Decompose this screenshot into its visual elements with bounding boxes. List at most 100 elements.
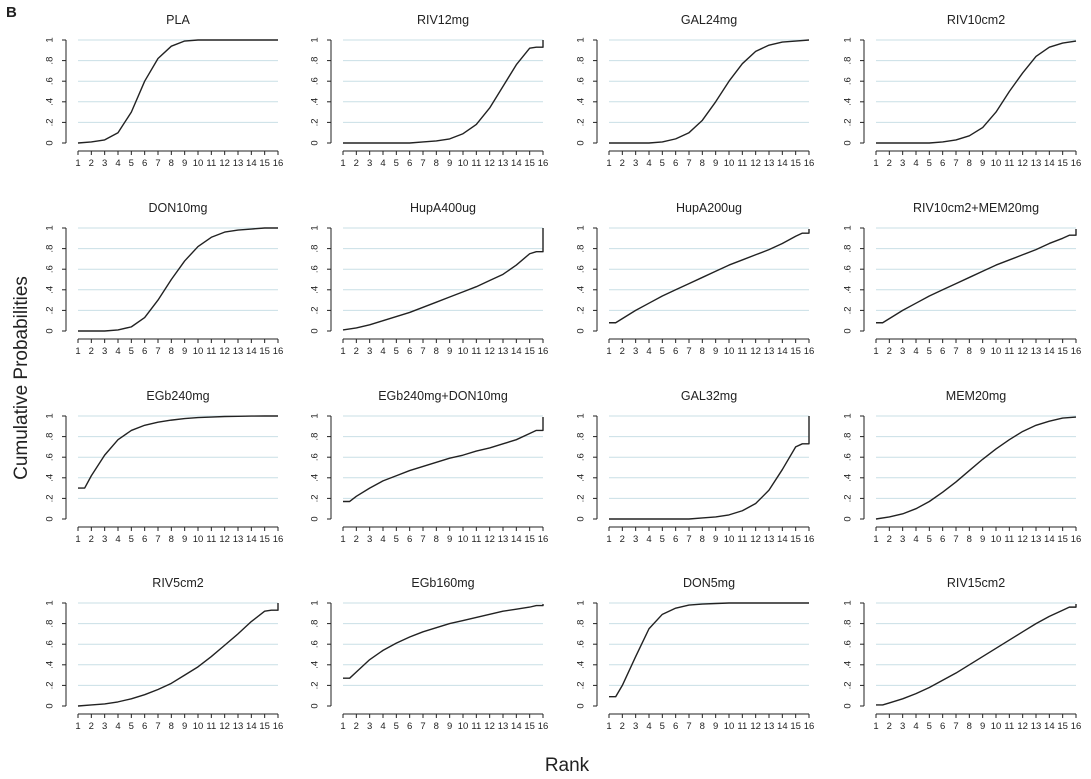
y-tick-label: 0	[576, 140, 587, 145]
y-tick-label: 1	[843, 37, 854, 42]
x-tick-label: 5	[394, 346, 399, 357]
y-tick-label: .4	[576, 98, 587, 106]
x-tick-label: 9	[980, 346, 985, 357]
y-tick-label: .6	[576, 77, 587, 85]
y-tick-label: 0	[310, 328, 321, 333]
x-tick-label: 10	[991, 534, 1002, 545]
x-tick-label: 1	[873, 158, 878, 169]
y-tick-label: .2	[45, 494, 56, 502]
panel-title: GAL32mg	[681, 389, 737, 403]
x-tick-label: 4	[380, 534, 385, 545]
x-tick-label: 7	[686, 721, 691, 732]
x-tick-label: 7	[420, 158, 425, 169]
x-tick-label: 1	[75, 721, 80, 732]
x-tick-label: 13	[764, 534, 775, 545]
x-tick-label: 14	[246, 158, 257, 169]
x-tick-label: 13	[233, 721, 244, 732]
y-tick-label: .2	[310, 306, 321, 314]
x-tick-label: 11	[471, 534, 481, 545]
x-tick-label: 8	[967, 158, 972, 169]
x-tick-label: 3	[367, 346, 372, 357]
y-tick-label: .4	[843, 286, 854, 294]
x-tick-label: 13	[1031, 346, 1042, 357]
x-tick-label: 6	[673, 534, 678, 545]
x-tick-label: 12	[219, 721, 230, 732]
x-tick-label: 5	[394, 721, 399, 732]
x-tick-label: 15	[790, 158, 801, 169]
x-tick-label: 10	[193, 346, 204, 357]
x-tick-label: 9	[447, 534, 452, 545]
y-tick-label: .8	[576, 245, 587, 253]
x-tick-label: 2	[89, 346, 94, 357]
y-tick-label: .8	[310, 245, 321, 253]
y-tick-label: 1	[45, 225, 56, 230]
y-tick-label: .6	[45, 640, 56, 648]
x-tick-label: 1	[75, 534, 80, 545]
x-tick-label: 14	[1044, 721, 1055, 732]
x-tick-label: 11	[471, 721, 481, 732]
x-tick-label: 2	[620, 534, 625, 545]
x-tick-label: 9	[182, 534, 187, 545]
x-tick-label: 10	[458, 158, 469, 169]
x-tick-label: 6	[407, 346, 412, 357]
x-tick-label: 7	[686, 534, 691, 545]
x-tick-label: 5	[927, 534, 932, 545]
y-tick-label: .6	[310, 265, 321, 273]
x-tick-label: 16	[1071, 534, 1082, 545]
x-tick-label: 13	[498, 721, 509, 732]
x-tick-label: 11	[737, 346, 747, 357]
x-tick-label: 1	[340, 346, 345, 357]
y-tick-label: 1	[576, 225, 587, 230]
x-tick-label: 16	[804, 721, 815, 732]
x-tick-label: 12	[1017, 158, 1028, 169]
x-tick-label: 4	[380, 346, 385, 357]
x-tick-label: 4	[646, 721, 651, 732]
series-line	[609, 229, 810, 324]
series-line	[78, 415, 278, 489]
x-tick-label: 13	[498, 158, 509, 169]
x-tick-label: 5	[927, 158, 932, 169]
x-tick-label: 14	[1044, 346, 1055, 357]
x-tick-label: 1	[606, 721, 611, 732]
x-tick-label: 8	[967, 534, 972, 545]
y-tick-label: 1	[310, 37, 321, 42]
x-tick-label: 8	[169, 346, 174, 357]
y-tick-label: .8	[576, 433, 587, 441]
x-tick-label: 12	[750, 346, 761, 357]
x-tick-label: 12	[750, 158, 761, 169]
x-tick-label: 8	[700, 158, 705, 169]
x-tick-label: 11	[737, 534, 747, 545]
x-tick-label: 5	[660, 346, 665, 357]
x-tick-label: 5	[660, 158, 665, 169]
x-tick-label: 1	[873, 346, 878, 357]
x-tick-label: 2	[887, 534, 892, 545]
series-line	[343, 604, 544, 679]
panel-title: EGb240mg+DON10mg	[378, 389, 508, 403]
panel-title: RIV5cm2	[152, 576, 203, 590]
x-tick-label: 16	[273, 346, 284, 357]
x-tick-label: 9	[182, 346, 187, 357]
x-tick-label: 14	[511, 721, 522, 732]
x-tick-label: 16	[804, 158, 815, 169]
x-tick-label: 1	[340, 721, 345, 732]
y-tick-label: .6	[576, 640, 587, 648]
x-tick-label: 2	[354, 721, 359, 732]
y-tick-label: 0	[310, 703, 321, 708]
x-tick-label: 2	[887, 721, 892, 732]
x-tick-label: 3	[367, 721, 372, 732]
x-tick-label: 16	[804, 534, 815, 545]
x-tick-label: 5	[660, 534, 665, 545]
series-line	[77, 39, 278, 144]
x-tick-label: 13	[498, 346, 509, 357]
x-tick-label: 4	[380, 158, 385, 169]
x-tick-label: 7	[155, 158, 160, 169]
y-tick-label: .2	[310, 118, 321, 126]
y-tick-label: .8	[45, 433, 56, 441]
panel-title: DON5mg	[683, 576, 735, 590]
x-tick-label: 15	[1057, 158, 1068, 169]
x-tick-label: 1	[75, 346, 80, 357]
x-tick-label: 9	[713, 158, 718, 169]
